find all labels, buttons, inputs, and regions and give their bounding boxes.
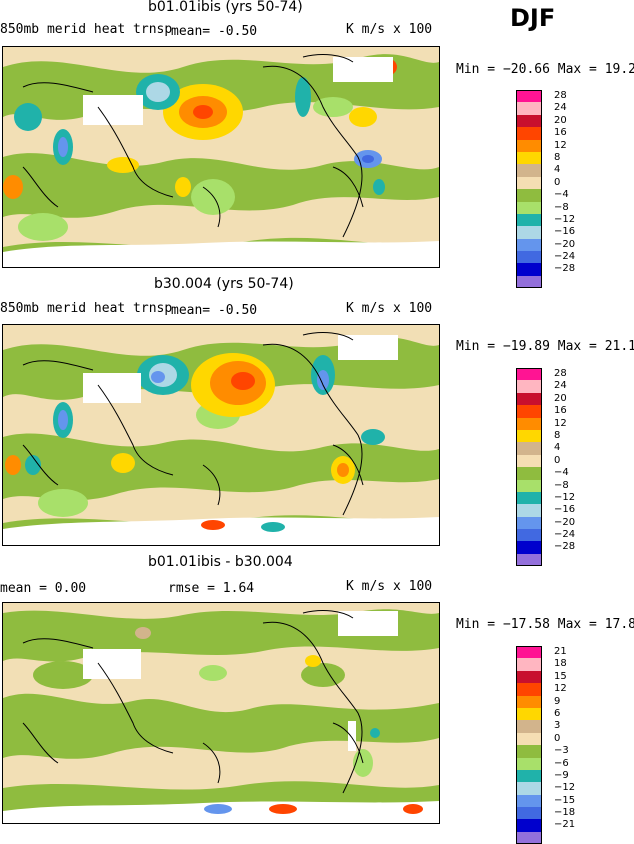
panel-3-mean: mean = 0.00 — [0, 581, 87, 596]
panel-3-rmse: rmse = 1.64 — [168, 581, 255, 596]
legend-label: −8 — [554, 479, 569, 491]
legend-label: −12 — [554, 782, 576, 794]
legend-label: −28 — [554, 541, 576, 553]
panel-2-mean: mean= -0.50 — [171, 303, 258, 318]
legend-label: 0 — [554, 454, 561, 466]
legend-label: 20 — [554, 392, 567, 404]
legend-label: 6 — [554, 707, 561, 719]
legend-label: −3 — [554, 745, 569, 757]
legend-label: −4 — [554, 189, 569, 201]
legend-label: −8 — [554, 201, 569, 213]
panel-1-mean: mean= -0.50 — [171, 24, 258, 39]
legend-label: −20 — [554, 516, 576, 528]
panel-1-units: K m/s x 100 — [346, 22, 433, 37]
panel-1-field-label: 850mb merid heat trnsp — [0, 22, 173, 37]
legend-label: 21 — [554, 646, 567, 657]
legend-label: −16 — [554, 504, 576, 516]
legend-label: −6 — [554, 757, 569, 769]
panel-3-units: K m/s x 100 — [346, 579, 433, 594]
legend-label: −15 — [554, 794, 576, 806]
legend-label: 16 — [554, 127, 567, 139]
legend-label: 15 — [554, 670, 567, 682]
panel-3-title: b01.01ibis - b30.004 — [148, 554, 293, 570]
legend-label: 20 — [554, 114, 567, 126]
legend-label: 4 — [554, 442, 561, 454]
legend-label: −24 — [554, 251, 576, 263]
legend-label: −18 — [554, 807, 576, 819]
legend-label: 24 — [554, 380, 567, 392]
panel-3-contour-field — [3, 603, 439, 823]
season-label: DJF — [510, 4, 556, 32]
panel-1-map — [2, 46, 440, 268]
legend-label: 12 — [554, 417, 567, 429]
legend-label: 4 — [554, 164, 561, 176]
legend-label: 18 — [554, 658, 567, 670]
panel-1-title: b01.01ibis (yrs 50-74) — [148, 0, 303, 15]
panel-2-map — [2, 324, 440, 546]
legend-label: −21 — [554, 819, 576, 831]
panel-3-minmax: Min = −17.58 Max = 17.86 — [456, 617, 634, 632]
legend-label: 8 — [554, 429, 561, 441]
panel-2-minmax: Min = −19.89 Max = 21.13 — [456, 339, 634, 354]
panel-2-contour-field — [3, 325, 439, 545]
legend-label: 16 — [554, 405, 567, 417]
legend-label: 9 — [554, 695, 561, 707]
legend-label: −20 — [554, 238, 576, 250]
legend-label: 12 — [554, 139, 567, 151]
legend-label: −12 — [554, 213, 576, 225]
legend-label: 24 — [554, 102, 567, 114]
panel-2-title: b30.004 (yrs 50-74) — [154, 276, 294, 292]
legend-label: 3 — [554, 720, 561, 732]
legend-label: 0 — [554, 732, 561, 744]
legend-label: 8 — [554, 151, 561, 163]
panel-3-map — [2, 602, 440, 824]
legend-label: −28 — [554, 263, 576, 275]
legend-label: 28 — [554, 368, 567, 379]
legend-label: −4 — [554, 467, 569, 479]
legend-label: 28 — [554, 90, 567, 101]
panel-1-minmax: Min = −20.66 Max = 19.27 — [456, 62, 634, 77]
legend-label: 12 — [554, 683, 567, 695]
panel-2-field-label: 850mb merid heat trnsp — [0, 301, 173, 316]
legend-label: −24 — [554, 529, 576, 541]
panel-2-units: K m/s x 100 — [346, 301, 433, 316]
legend-label: 0 — [554, 176, 561, 188]
panel-1-contour-field — [3, 47, 439, 267]
legend-label: −12 — [554, 491, 576, 503]
legend-label: −16 — [554, 226, 576, 238]
legend-label: −9 — [554, 769, 569, 781]
